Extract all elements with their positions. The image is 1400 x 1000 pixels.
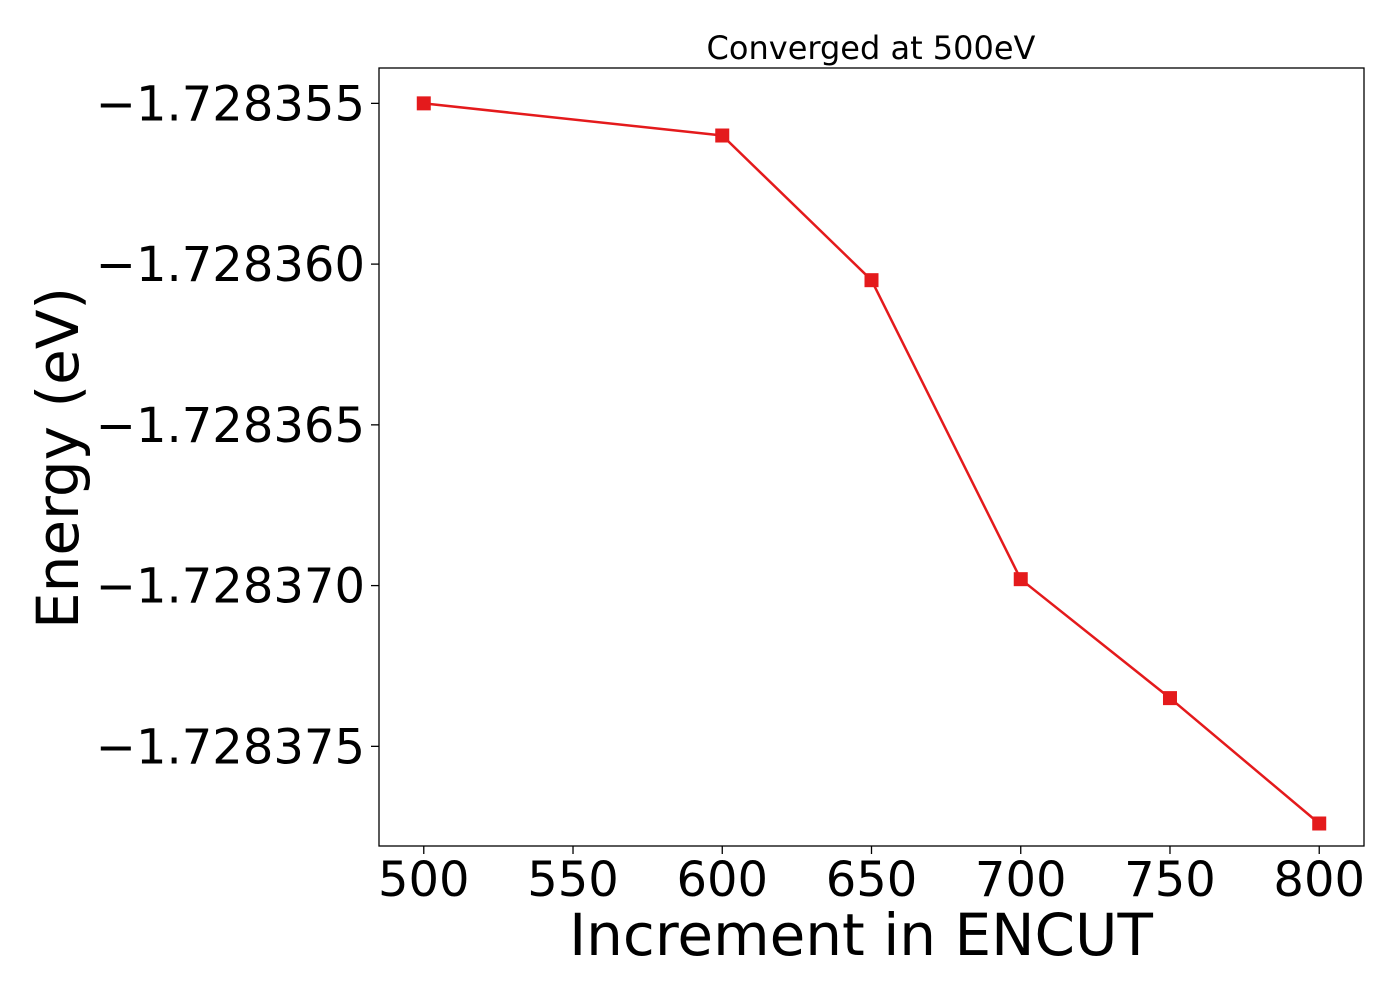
y-tick-label: −1.728370 [96,559,365,615]
data-point [1162,691,1177,706]
series-line [423,102,1321,825]
x-tick-label: 700 [975,852,1067,908]
y-tick-label: −1.728375 [96,719,365,775]
x-axis-ticks: 500 550 600 650 700 750 800 [378,846,1365,908]
x-tick-label: 500 [378,852,470,908]
data-point [1013,572,1028,587]
chart-title: Converged at 500eV [707,29,1036,67]
plot-frame [378,67,1365,847]
data-point [715,128,730,143]
y-axis-ticks: −1.728355 −1.728360 −1.728365 −1.728370 −1.7… [96,76,379,775]
x-tick-label: 750 [1124,852,1216,908]
data-point [864,273,879,288]
y-axis-label: Energy (eV) [24,287,92,629]
y-tick-label: −1.728360 [96,237,365,293]
data-point [1312,816,1327,831]
x-tick-label: 600 [676,852,768,908]
y-tick-label: −1.728355 [96,76,365,132]
y-tick-label: −1.728365 [96,398,365,454]
series-layer [416,96,1327,831]
x-tick-label: 800 [1273,852,1365,908]
x-tick-label: 650 [826,852,918,908]
plot-background [379,68,1364,846]
data-point [416,96,431,111]
x-axis-label: Increment in ENCUT [569,901,1153,969]
x-tick-label: 550 [527,852,619,908]
